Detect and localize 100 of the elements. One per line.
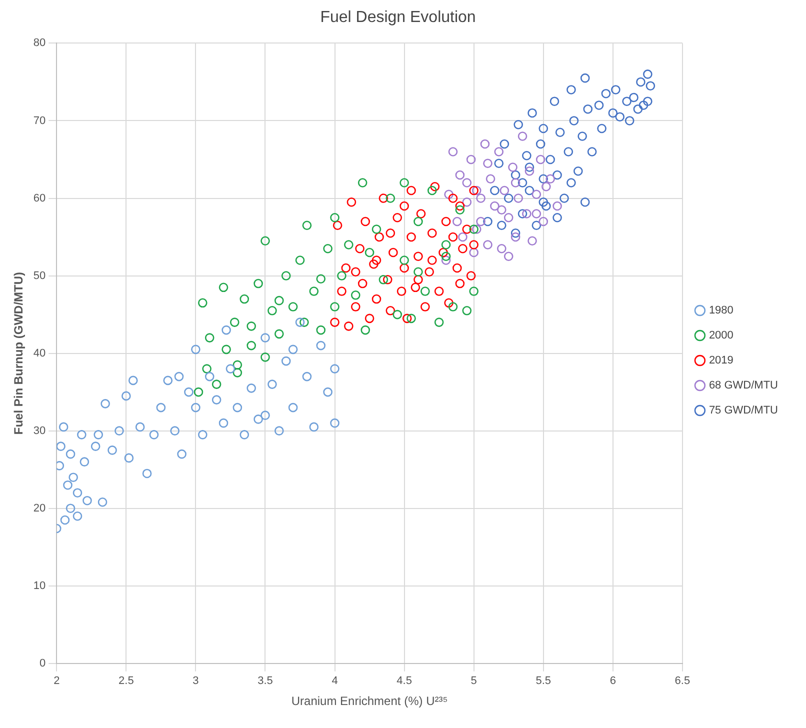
point bbox=[414, 275, 423, 284]
point bbox=[406, 314, 416, 324]
point bbox=[462, 306, 472, 316]
point bbox=[198, 298, 208, 308]
point bbox=[108, 446, 117, 455]
point bbox=[469, 240, 478, 250]
point bbox=[232, 360, 242, 370]
point bbox=[414, 267, 423, 277]
point bbox=[369, 259, 378, 269]
point bbox=[212, 380, 222, 389]
point bbox=[536, 139, 546, 149]
point bbox=[542, 182, 551, 192]
point bbox=[124, 453, 134, 463]
point bbox=[472, 186, 482, 196]
point bbox=[504, 194, 514, 203]
point bbox=[260, 410, 270, 420]
chart-title: Fuel Design Evolution bbox=[320, 9, 476, 26]
point bbox=[309, 422, 319, 432]
point bbox=[490, 186, 500, 196]
point bbox=[274, 426, 284, 436]
point bbox=[230, 318, 240, 327]
point bbox=[330, 418, 340, 428]
point bbox=[414, 252, 423, 262]
point bbox=[400, 263, 409, 273]
point bbox=[420, 286, 430, 296]
point bbox=[550, 96, 560, 106]
point bbox=[170, 426, 180, 436]
point bbox=[232, 402, 242, 412]
point bbox=[494, 147, 504, 156]
point bbox=[330, 364, 340, 374]
point bbox=[601, 88, 611, 98]
point bbox=[400, 178, 409, 188]
legend-label: 2019 bbox=[708, 354, 734, 367]
point bbox=[400, 256, 409, 265]
point bbox=[455, 201, 465, 211]
point bbox=[510, 228, 520, 238]
point bbox=[128, 376, 138, 386]
x-tick-label: 4 bbox=[332, 675, 338, 688]
point bbox=[646, 81, 656, 90]
y-tick-label: 60 bbox=[33, 192, 46, 204]
point bbox=[469, 186, 478, 196]
point bbox=[500, 186, 510, 196]
point bbox=[510, 178, 520, 188]
point bbox=[254, 414, 263, 424]
point bbox=[288, 402, 298, 412]
y-tick-label: 10 bbox=[33, 580, 46, 592]
point bbox=[524, 186, 534, 196]
point bbox=[222, 325, 231, 335]
point bbox=[438, 248, 448, 258]
point bbox=[414, 216, 423, 226]
x-tick-label: 6 bbox=[610, 675, 616, 688]
point bbox=[330, 212, 340, 222]
point bbox=[142, 468, 152, 478]
point bbox=[560, 194, 569, 203]
point bbox=[504, 212, 514, 222]
x-axis-title: Uranium Enrichment (%) U²³⁵ bbox=[291, 694, 448, 708]
point bbox=[358, 278, 368, 288]
point bbox=[246, 340, 256, 350]
point bbox=[364, 248, 374, 258]
point bbox=[532, 220, 542, 230]
point bbox=[295, 256, 305, 265]
point bbox=[240, 294, 250, 304]
point bbox=[546, 154, 555, 164]
point bbox=[500, 139, 510, 149]
point bbox=[483, 216, 492, 226]
point bbox=[122, 391, 131, 401]
point bbox=[441, 256, 451, 265]
point bbox=[149, 430, 159, 440]
point bbox=[372, 294, 382, 304]
y-tick-label: 40 bbox=[33, 347, 46, 360]
point bbox=[82, 496, 92, 506]
point bbox=[538, 197, 548, 207]
point bbox=[518, 178, 528, 188]
point bbox=[66, 449, 76, 459]
point bbox=[448, 194, 458, 203]
point bbox=[444, 298, 454, 308]
point bbox=[337, 271, 346, 280]
point bbox=[68, 472, 78, 482]
point bbox=[337, 286, 346, 296]
point bbox=[372, 256, 382, 265]
point bbox=[452, 263, 462, 273]
point bbox=[204, 333, 214, 342]
x-tick-label: 3 bbox=[192, 675, 199, 688]
point bbox=[583, 104, 593, 114]
point bbox=[622, 96, 632, 106]
point bbox=[360, 325, 370, 335]
point bbox=[246, 322, 256, 331]
point bbox=[441, 252, 451, 262]
point bbox=[372, 224, 382, 234]
point bbox=[260, 352, 270, 362]
point bbox=[469, 286, 478, 296]
point bbox=[518, 132, 528, 141]
point bbox=[441, 240, 451, 250]
point bbox=[174, 372, 184, 382]
point bbox=[274, 296, 284, 306]
point bbox=[624, 116, 634, 126]
point bbox=[458, 244, 468, 254]
point bbox=[374, 232, 384, 242]
y-tick-label: 80 bbox=[33, 37, 46, 50]
y-tick-label: 70 bbox=[33, 114, 46, 127]
